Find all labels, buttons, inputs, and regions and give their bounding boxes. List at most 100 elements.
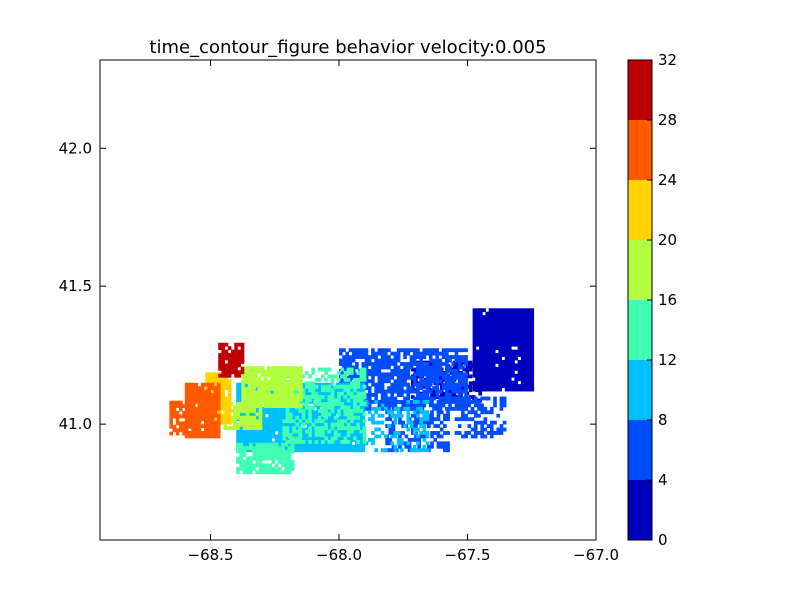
- heat-cell: [255, 419, 260, 424]
- heat-cell: [245, 422, 250, 427]
- heat-cell: [288, 415, 293, 420]
- heat-cell: [461, 406, 465, 411]
- heat-cell: [441, 375, 446, 380]
- heat-cell: [337, 391, 341, 396]
- heat-cell: [260, 366, 265, 371]
- heat-cell: [343, 426, 348, 431]
- heat-cell: [179, 428, 183, 433]
- heat-cell: [406, 382, 411, 387]
- heat-cell: [377, 403, 382, 408]
- heat-cell: [281, 456, 285, 461]
- heat-cell: [371, 368, 375, 373]
- heat-cell: [479, 342, 483, 347]
- heat-cell: [416, 351, 420, 356]
- heat-cell: [252, 426, 256, 431]
- heat-cell: [194, 410, 199, 415]
- heat-cell: [514, 353, 519, 357]
- heat-cell: [530, 339, 535, 344]
- heat-cell: [265, 453, 269, 457]
- heat-cell: [451, 375, 456, 380]
- heat-cell: [412, 351, 417, 356]
- heat-cell: [436, 431, 441, 435]
- heat-cell: [279, 386, 284, 391]
- heat-cell: [472, 346, 477, 351]
- heat-cell: [478, 364, 483, 368]
- heat-cell: [377, 427, 382, 432]
- heat-cell: [407, 403, 412, 408]
- heat-cell: [454, 389, 459, 394]
- heat-cell: [324, 412, 328, 417]
- heat-cell: [348, 389, 353, 394]
- heat-cell: [182, 431, 186, 436]
- heat-cell: [416, 403, 420, 408]
- heat-cell: [504, 315, 509, 320]
- heat-cell: [281, 460, 285, 464]
- heat-cell: [292, 436, 296, 441]
- heat-cell: [464, 389, 468, 394]
- heat-cell: [244, 380, 249, 384]
- heat-cell: [457, 403, 462, 408]
- heat-cell: [345, 448, 350, 453]
- heat-cell: [457, 362, 462, 366]
- heat-cell: [249, 419, 253, 424]
- heat-cell: [242, 426, 247, 431]
- heat-cell: [409, 448, 414, 453]
- heat-cell: [479, 315, 483, 320]
- heat-cell: [351, 413, 356, 418]
- heat-cell: [258, 460, 263, 464]
- heat-cell: [472, 381, 476, 386]
- heat-cell: [263, 373, 268, 377]
- heat-cell: [422, 396, 427, 401]
- heat-cell: [298, 426, 303, 431]
- heat-cell: [194, 431, 199, 435]
- heat-cell: [412, 379, 417, 384]
- heat-cell: [204, 406, 208, 411]
- heat-cell: [339, 444, 343, 449]
- heat-cell: [204, 427, 208, 432]
- heat-cell: [482, 356, 486, 361]
- heat-cell: [438, 372, 443, 377]
- heat-cell: [524, 370, 528, 375]
- heat-cell: [446, 441, 450, 446]
- heat-cell: [419, 386, 423, 391]
- heat-cell: [337, 422, 341, 427]
- heat-cell: [284, 449, 288, 454]
- colorbar-band: [628, 420, 652, 480]
- heat-cell: [498, 318, 502, 323]
- heat-cell: [475, 360, 480, 364]
- heat-cell: [364, 393, 369, 397]
- heat-cell: [416, 368, 420, 373]
- heat-cell: [317, 433, 322, 437]
- heat-cell: [486, 431, 491, 435]
- heat-cell: [261, 442, 266, 447]
- heat-cell: [310, 441, 314, 446]
- heat-cell: [252, 463, 256, 468]
- heat-cell: [496, 413, 501, 418]
- heat-cell: [239, 449, 244, 454]
- heat-cell: [507, 325, 512, 330]
- heat-cell: [495, 342, 499, 347]
- heat-cell: [339, 417, 343, 422]
- heat-cell: [527, 387, 531, 392]
- heat-cell: [326, 417, 330, 422]
- heat-cell: [419, 355, 423, 360]
- heat-cell: [224, 363, 229, 368]
- heat-cell: [175, 431, 180, 436]
- heat-cell: [445, 355, 449, 360]
- heat-cell: [477, 431, 481, 435]
- heat-cell: [227, 346, 232, 351]
- heat-cell: [274, 442, 279, 447]
- heat-cell: [343, 412, 348, 417]
- heat-cell: [182, 404, 186, 408]
- heat-cell: [393, 355, 398, 360]
- heat-cell: [406, 417, 411, 422]
- heat-cell: [425, 393, 430, 397]
- heat-cell: [255, 386, 260, 391]
- heat-cell: [342, 417, 346, 422]
- heat-cell: [396, 393, 401, 397]
- heat-cell: [184, 410, 189, 415]
- heat-cell: [261, 413, 266, 418]
- heat-cell: [204, 413, 208, 418]
- heat-cell: [227, 379, 232, 384]
- heat-cell: [249, 466, 253, 471]
